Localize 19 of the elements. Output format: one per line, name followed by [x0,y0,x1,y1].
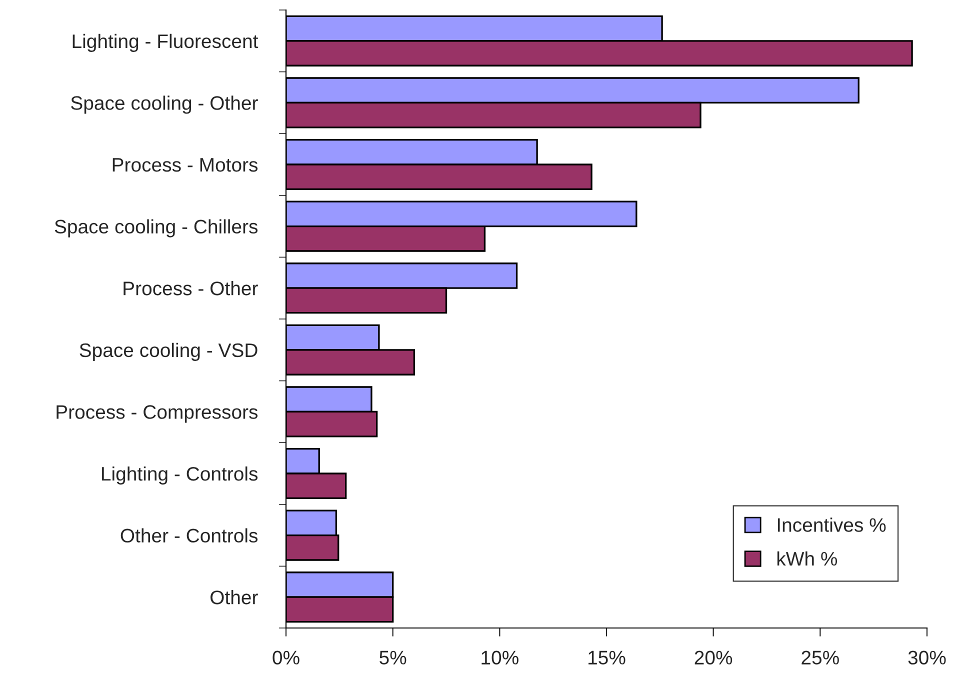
y-tick-label: Space cooling - Chillers [54,219,258,238]
x-tick-label: 25% [802,650,839,665]
x-tick-label: 30% [908,650,946,665]
y-tick-label: Space cooling - Other [71,96,258,114]
legend-label: kWh % [777,551,838,566]
x-tick-label: 5% [380,650,406,665]
y-tick-label: Lighting - Fluorescent [72,34,258,52]
x-tick-label: 15% [588,650,626,665]
x-tick-label: 20% [694,650,732,665]
x-tick-label: 10% [482,650,518,665]
y-tick-label: Process - Other [124,281,258,296]
y-tick-label: Other - Controls [120,528,258,543]
legend-label: Incentives % [778,518,886,532]
y-tick-label: Other [210,590,258,604]
y-tick-label: Space cooling - VSD [80,342,258,361]
y-tick-label: Lighting - Controls [102,466,258,485]
y-tick-label: Process - Compressors [56,405,258,423]
x-tick-label: 0% [272,650,300,665]
y-tick-label: Process - Motors [112,158,258,172]
